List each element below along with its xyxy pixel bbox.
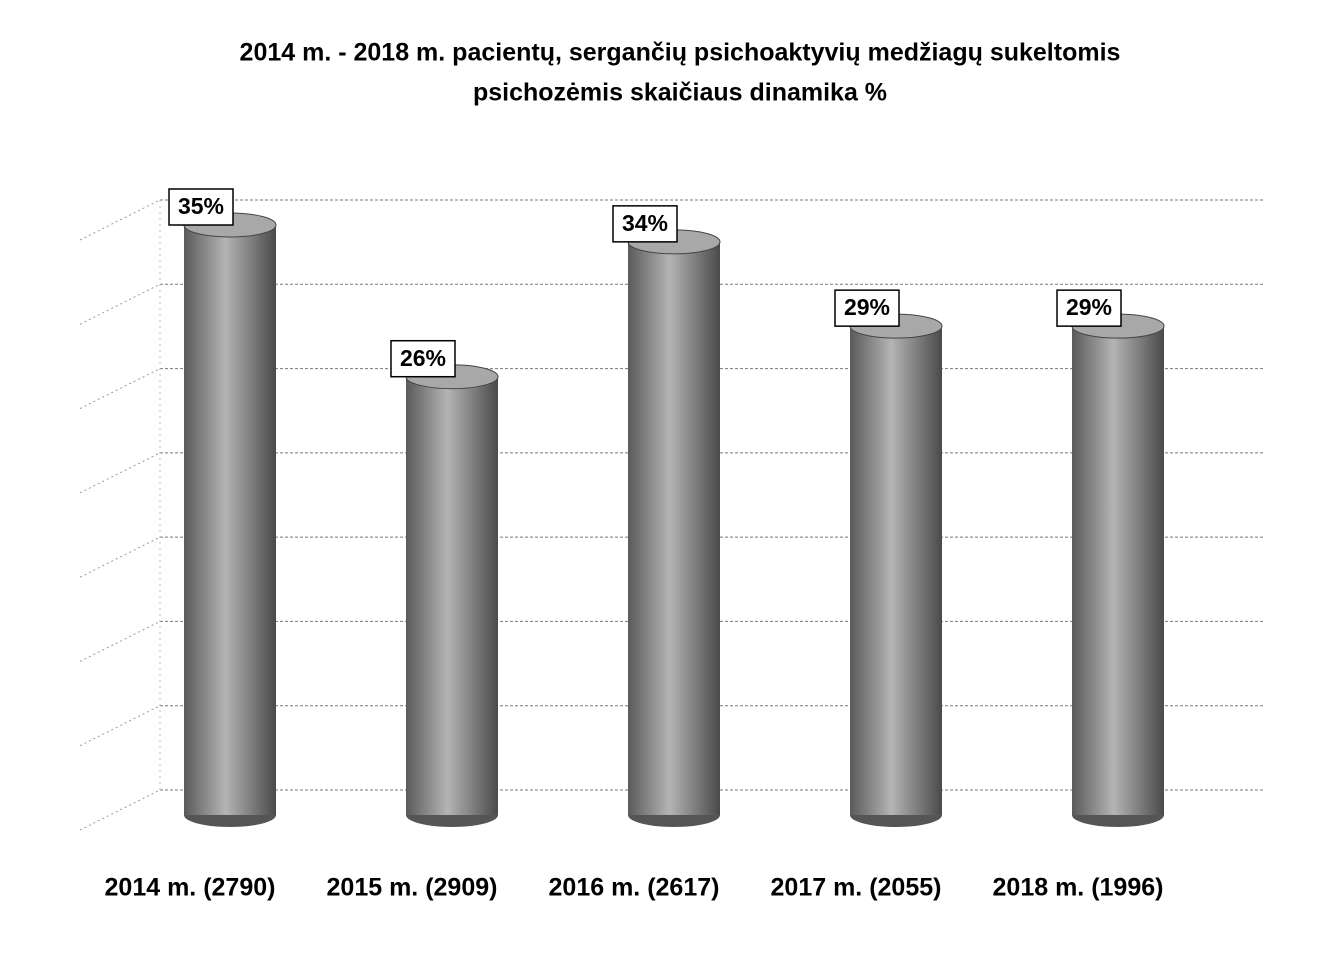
side-grid-line <box>79 705 161 747</box>
side-grid-line <box>79 199 161 241</box>
side-grid-line <box>79 368 161 410</box>
bar <box>1072 326 1164 815</box>
x-tick-label: 2014 m. (2790) <box>105 874 276 902</box>
bar <box>184 225 276 815</box>
side-grid-line <box>79 283 161 325</box>
bar <box>850 326 942 815</box>
value-label: 29% <box>844 294 890 320</box>
value-label-box <box>1056 289 1122 327</box>
bar <box>628 241 720 815</box>
side-grid-line <box>79 536 161 578</box>
value-label-box <box>612 205 678 243</box>
side-grid-line <box>79 620 161 662</box>
value-label: 26% <box>400 345 446 371</box>
x-tick-label: 2018 m. (1996) <box>993 874 1164 902</box>
side-grid-line <box>79 789 161 831</box>
value-label: 34% <box>622 210 668 236</box>
x-tick-label: 2016 m. (2617) <box>549 874 720 902</box>
chart-title: 2014 m. - 2018 m. pacientų, sergančių ps… <box>240 39 1121 67</box>
value-label: 29% <box>1066 294 1112 320</box>
value-label-box <box>168 188 234 226</box>
chart-title: psichozėmis skaičiaus dinamika % <box>473 79 887 107</box>
x-tick-label: 2017 m. (2055) <box>771 874 942 902</box>
value-label-box <box>390 339 456 378</box>
value-label: 35% <box>178 193 224 219</box>
value-label-box <box>834 289 900 327</box>
bar <box>406 376 498 815</box>
x-tick-label: 2015 m. (2909) <box>327 874 498 902</box>
side-grid-line <box>79 452 161 494</box>
